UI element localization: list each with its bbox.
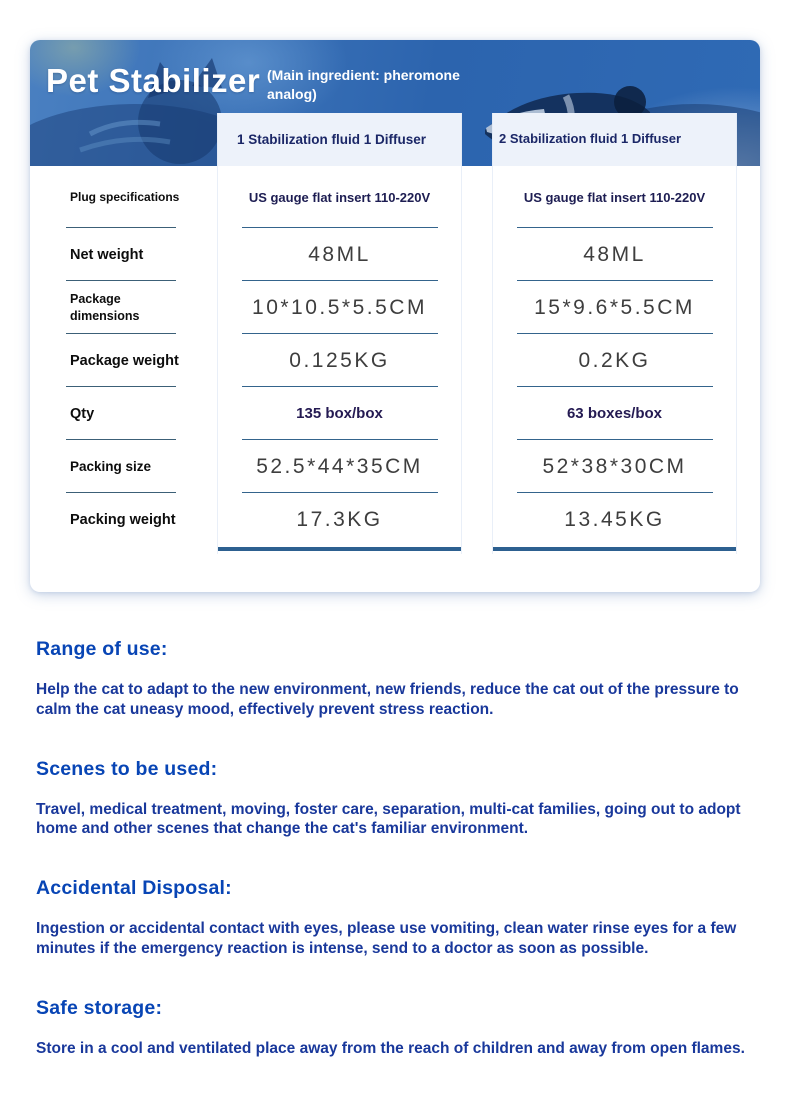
section-body: Ingestion or accidental contact with eye…	[36, 920, 737, 958]
column-header-1: 1 Stabilization fluid 1 Diffuser	[217, 113, 462, 166]
info-sections: Range of use: Help the cat to adapt to t…	[36, 638, 754, 1059]
spec-value: 52.5*44*35CM	[217, 440, 462, 493]
section-body: Store in a cool and ventilated place awa…	[36, 1039, 745, 1057]
spec-row-label: Qty	[30, 387, 217, 440]
spec-value: 0.125KG	[217, 334, 462, 387]
section-heading: Accidental Disposal:	[36, 877, 232, 900]
column-bottom-bar	[218, 547, 461, 551]
spec-row-label: Package weight	[30, 334, 217, 387]
section-heading: Safe storage:	[36, 996, 163, 1019]
section-heading: Range of use:	[36, 638, 168, 660]
spec-row-label: Net weight	[30, 228, 217, 281]
spec-value: 10*10.5*5.5CM	[217, 281, 462, 334]
spec-value: 0.2KG	[492, 334, 737, 387]
spec-row-label: Packing size	[30, 440, 217, 493]
column-bottom-bar	[493, 547, 736, 551]
spec-value: 13.45KG	[492, 493, 737, 546]
column-header-2: 2 Stabilization fluid 1 Diffuser	[492, 113, 737, 166]
spec-row-label: Packing weight	[70, 511, 176, 528]
product-subtitle: (Main ingredient: pheromone analog)	[267, 67, 460, 102]
spec-value: 48ML	[492, 228, 737, 281]
spec-value: 52*38*30CM	[492, 440, 737, 493]
product-spec-card: Pet Stabilizer (Main ingredient: pheromo…	[30, 40, 760, 592]
spec-value: 15*9.6*5.5CM	[492, 281, 737, 334]
spec-row-label: Package dimensions	[30, 281, 217, 334]
section-scenes-to-be-used: Scenes to be used: Travel, medical treat…	[36, 758, 754, 840]
spec-row-label: Plug specifications	[30, 166, 217, 228]
section-accidental-disposal: Accidental Disposal: Ingestion or accide…	[36, 877, 754, 959]
spec-value: 135 box/box	[217, 387, 462, 440]
spec-value: 17.3KG	[217, 493, 462, 546]
spec-value: 48ML	[217, 228, 462, 281]
spec-table: 1 Stabilization fluid 1 Diffuser 2 Stabi…	[30, 40, 760, 592]
spec-value: 63 boxes/box	[492, 387, 737, 440]
section-range-of-use: Range of use: Help the cat to adapt to t…	[36, 638, 754, 720]
section-heading: Scenes to be used:	[36, 757, 218, 780]
spec-value: US gauge flat insert 110-220V	[217, 166, 462, 228]
spec-value: US gauge flat insert 110-220V	[492, 166, 737, 228]
section-body: Travel, medical treatment, moving, foste…	[36, 800, 741, 838]
section-body: Help the cat to adapt to the new environ…	[36, 681, 739, 718]
product-title: Pet Stabilizer	[46, 62, 261, 99]
section-safe-storage: Safe storage: Store in a cool and ventil…	[36, 997, 754, 1059]
